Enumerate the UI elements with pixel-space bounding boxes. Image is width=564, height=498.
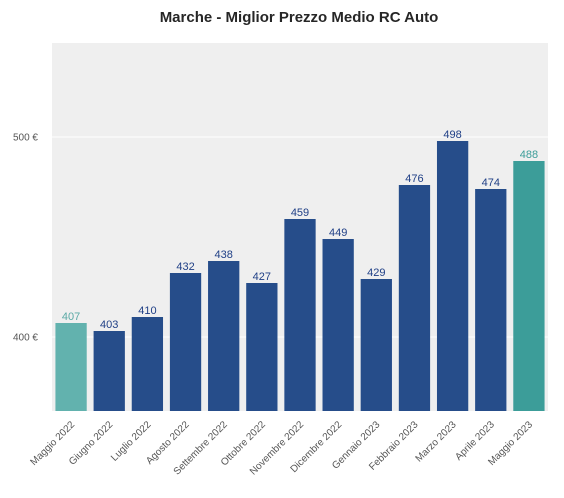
y-tick-label: 500 € (13, 133, 38, 144)
x-tick-label: Marzo 2023 (414, 419, 459, 464)
bar (360, 279, 392, 411)
data-label: 410 (138, 305, 156, 317)
chart-title: Marche - Miglior Prezzo Medio RC Auto (160, 9, 439, 26)
bar (169, 273, 202, 411)
bar (208, 261, 240, 411)
bar (131, 317, 164, 411)
data-label: 407 (62, 311, 80, 323)
data-labels: 407 403 410 432 438 427 459 449 429 476 498 474 488 (62, 129, 538, 331)
data-label: 476 (405, 173, 423, 185)
data-label: 438 (215, 249, 233, 261)
data-label: 474 (482, 177, 500, 189)
y-axis: 400 € 500 € (13, 133, 38, 344)
data-label: 403 (100, 319, 118, 331)
data-label: 432 (176, 261, 194, 273)
data-label: 498 (443, 129, 461, 141)
bar (55, 323, 87, 411)
bar (246, 283, 278, 411)
data-label: 449 (329, 227, 347, 239)
bar (322, 239, 354, 411)
bar (513, 161, 545, 411)
data-label: 427 (253, 271, 271, 283)
bar (398, 185, 431, 411)
bar (93, 331, 125, 411)
bar (284, 219, 316, 411)
bars (55, 141, 545, 411)
data-label: 459 (291, 207, 309, 219)
bar (436, 141, 469, 411)
bar (475, 189, 507, 411)
y-tick-label: 400 € (13, 333, 38, 344)
data-label: 488 (520, 149, 538, 161)
data-label: 429 (367, 267, 385, 279)
